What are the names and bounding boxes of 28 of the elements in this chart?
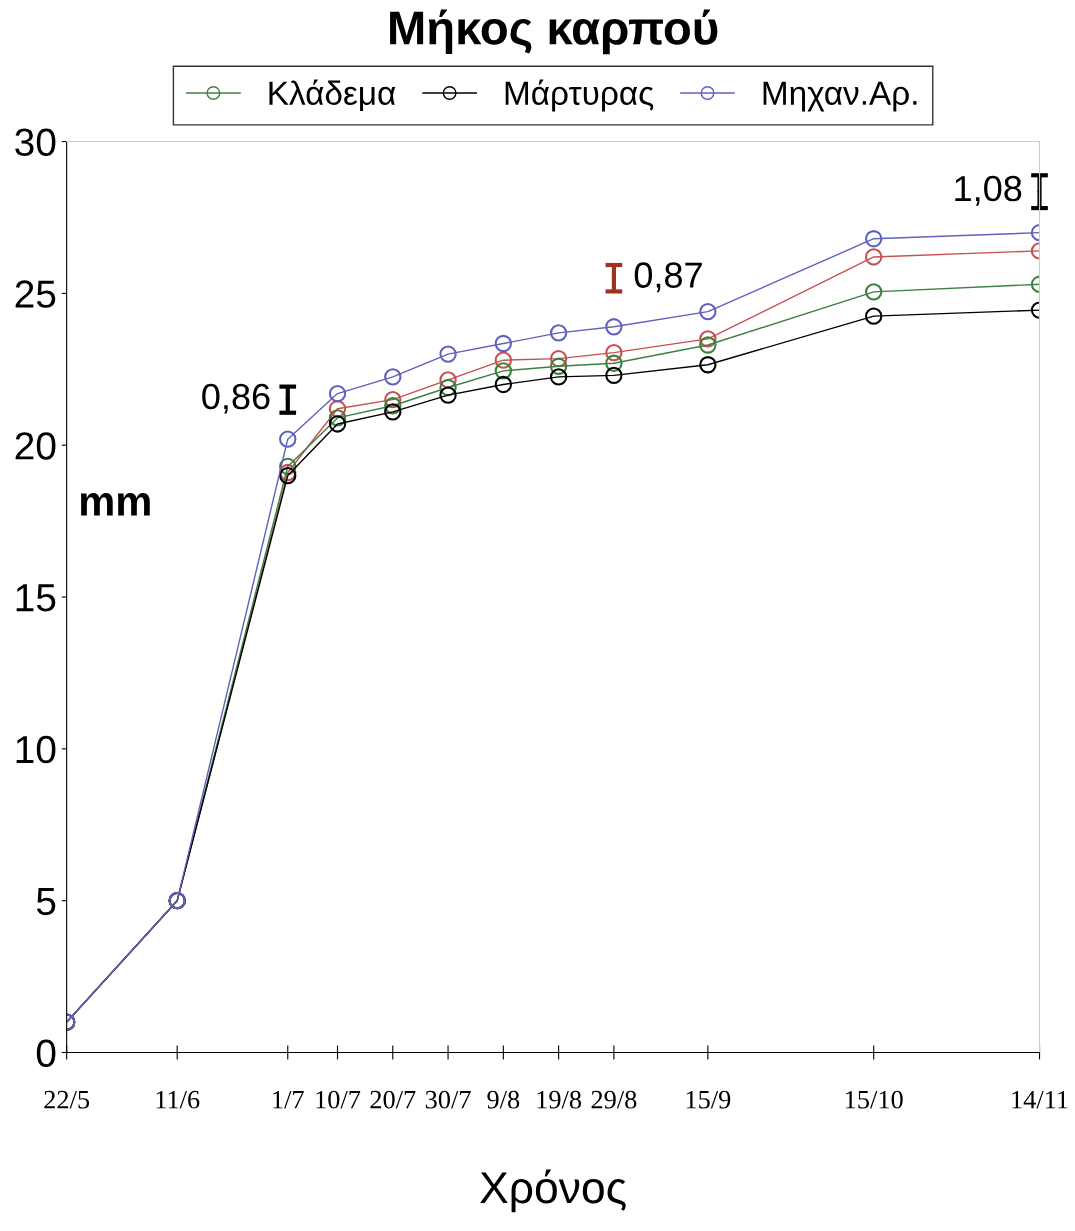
y-tick-label: 30 bbox=[15, 128, 56, 157]
y-tick-label: 25 bbox=[15, 280, 56, 308]
x-tick-label: 10/7 bbox=[316, 1090, 361, 1109]
y-tick-label: 0 bbox=[36, 1039, 56, 1067]
x-tick-label: 15/9 bbox=[686, 1090, 731, 1109]
y-tick-label: 10 bbox=[16, 735, 56, 764]
annotation: 0,86 bbox=[202, 383, 270, 414]
legend-label: Μηχαν.Αρ. bbox=[763, 81, 917, 112]
annotation: 1,08 bbox=[955, 175, 1022, 206]
legend-label: Κλάδεμα bbox=[269, 79, 396, 112]
x-tick-label: 15/10 bbox=[845, 1090, 903, 1109]
chart-title: Μήκος καρπού bbox=[390, 9, 718, 55]
x-tick-label: 20/7 bbox=[370, 1090, 416, 1109]
y-tick-label: 15 bbox=[16, 584, 56, 612]
y-axis-title: mm bbox=[80, 493, 150, 516]
y-tick-label: 20 bbox=[15, 432, 56, 460]
x-tick-label: 22/5 bbox=[44, 1090, 90, 1109]
x-tick-label: 1/7 bbox=[273, 1090, 304, 1109]
x-tick-label: 11/6 bbox=[156, 1090, 200, 1109]
x-tick-label: 9/8 bbox=[487, 1090, 520, 1109]
x-tick-label: 30/7 bbox=[425, 1090, 471, 1109]
y-tick-label: 5 bbox=[36, 888, 56, 916]
legend-label: Μάρτυρας bbox=[505, 79, 654, 112]
x-axis-title: Χρόνος bbox=[480, 1169, 626, 1213]
x-tick-label: 29/8 bbox=[591, 1090, 637, 1109]
annotation: 0,87 bbox=[634, 262, 702, 293]
x-tick-label: 14/11 bbox=[1012, 1090, 1068, 1109]
x-tick-label: 19/8 bbox=[537, 1090, 582, 1109]
